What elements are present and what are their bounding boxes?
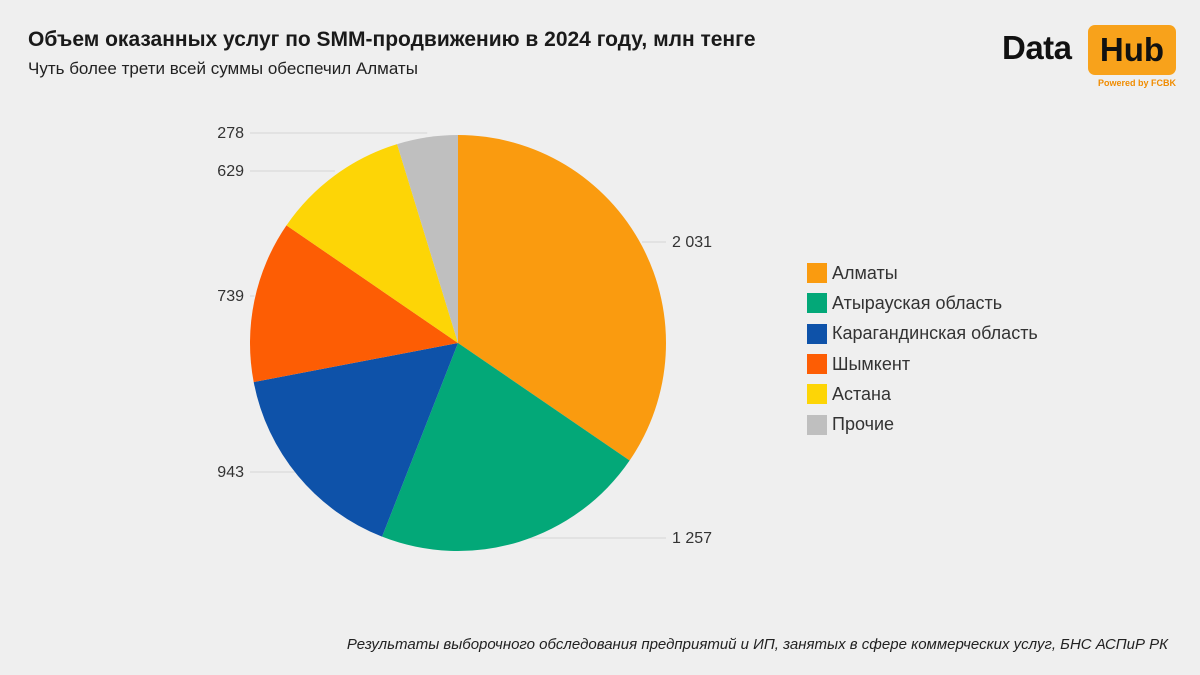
data-label-atyrau: 1 257 bbox=[672, 530, 712, 547]
legend-label-other: Прочие bbox=[832, 414, 895, 435]
pie-slice-shymkent bbox=[250, 225, 458, 383]
logo-tagline: Powered by FCBK bbox=[1097, 78, 1176, 88]
legend-label-atyrau: Атырауская область bbox=[832, 292, 1003, 313]
legend-swatch-atyrau bbox=[807, 293, 827, 314]
legend-swatch-other bbox=[807, 414, 827, 435]
legend-label-shymkent: Шымкент bbox=[832, 353, 911, 374]
chart-subtitle: Чуть более трети всей суммы обеспечил Ал… bbox=[28, 59, 418, 78]
pie-slice-astana bbox=[286, 144, 458, 343]
legend-swatch-karaganda bbox=[807, 323, 827, 344]
legend-swatch-shymkent bbox=[807, 354, 827, 375]
pie-slice-atyrau bbox=[382, 343, 630, 551]
legend-item-atyrau: Атырауская область bbox=[807, 288, 1038, 318]
data-label-almaty: 2 031 bbox=[672, 234, 712, 251]
logo-word-hub: Hub bbox=[1088, 25, 1176, 75]
pie-slice-karaganda bbox=[253, 343, 458, 537]
legend-item-karaganda: Карагандинская область bbox=[807, 319, 1038, 349]
chart-legend: Алматы Атырауская область Карагандинская о… bbox=[807, 258, 1038, 440]
data-label-karaganda: 943 bbox=[217, 464, 244, 481]
legend-label-almaty: Алматы bbox=[832, 262, 898, 283]
legend-label-astana: Астана bbox=[832, 383, 892, 404]
datahub-logo: Data Hub Powered by FCBK bbox=[1000, 25, 1180, 95]
pie-slice-almaty bbox=[458, 135, 666, 461]
data-label-astana: 629 bbox=[217, 163, 244, 180]
legend-item-astana: Астана bbox=[807, 379, 1038, 409]
pie-slice-other bbox=[397, 135, 458, 343]
chart-title: Объем оказанных услуг по SMM-продвижению… bbox=[28, 28, 756, 51]
legend-swatch-astana bbox=[807, 384, 827, 405]
legend-item-other: Прочие bbox=[807, 409, 1038, 439]
legend-item-shymkent: Шымкент bbox=[807, 349, 1038, 379]
source-note: Результаты выборочного обследования пред… bbox=[346, 636, 1168, 653]
data-label-shymkent: 739 bbox=[217, 288, 244, 305]
legend-label-karaganda: Карагандинская область bbox=[832, 323, 1038, 344]
logo-word-data: Data bbox=[1002, 29, 1072, 66]
legend-swatch-almaty bbox=[807, 263, 827, 284]
legend-item-almaty: Алматы bbox=[807, 258, 1038, 288]
data-label-other: 278 bbox=[217, 125, 244, 142]
